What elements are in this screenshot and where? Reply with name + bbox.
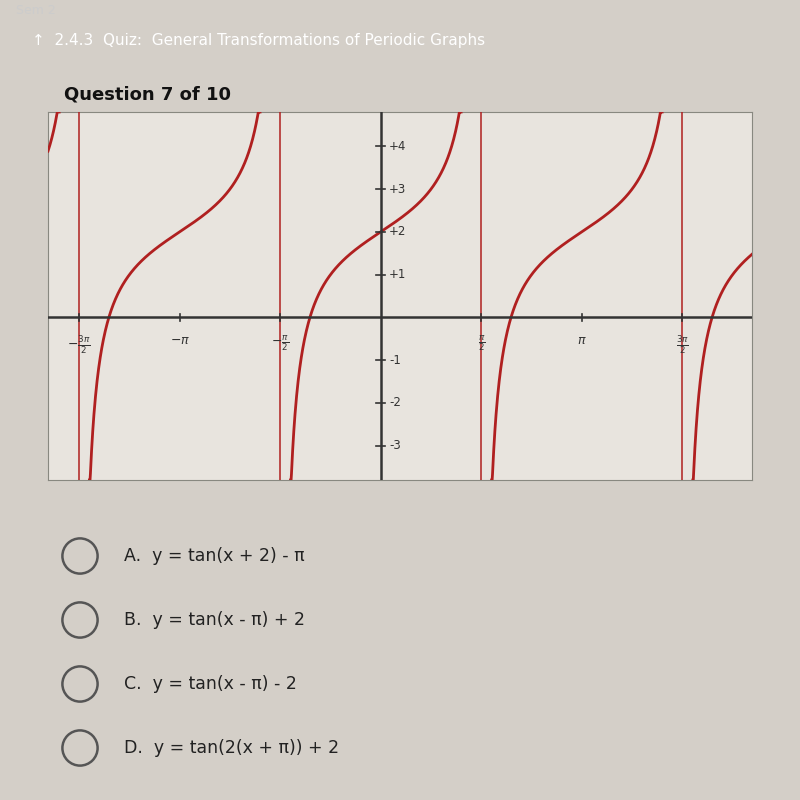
- Text: B.  y = tan(x - π) + 2: B. y = tan(x - π) + 2: [124, 611, 305, 629]
- Text: $\pi$: $\pi$: [577, 334, 586, 346]
- Text: -1: -1: [389, 354, 401, 366]
- Text: Sem 2: Sem 2: [16, 3, 56, 17]
- Text: D.  y = tan(2(x + π)) + 2: D. y = tan(2(x + π)) + 2: [124, 739, 339, 757]
- Text: +4: +4: [389, 140, 406, 153]
- Text: $-\frac{\pi}{2}$: $-\frac{\pi}{2}$: [271, 334, 290, 353]
- Text: A.  y = tan(x + 2) - π: A. y = tan(x + 2) - π: [124, 547, 305, 565]
- Text: Question 7 of 10: Question 7 of 10: [64, 86, 231, 104]
- Text: $-\frac{3\pi}{2}$: $-\frac{3\pi}{2}$: [67, 334, 91, 355]
- Text: ↑  2.4.3  Quiz:  General Transformations of Periodic Graphs: ↑ 2.4.3 Quiz: General Transformations of…: [32, 33, 485, 47]
- Text: Choose the function whose graph is given by:: Choose the function whose graph is given…: [64, 130, 430, 146]
- Text: -3: -3: [389, 439, 401, 452]
- Text: $\frac{\pi}{2}$: $\frac{\pi}{2}$: [478, 334, 485, 353]
- Text: $\frac{3\pi}{2}$: $\frac{3\pi}{2}$: [676, 334, 689, 355]
- Text: -2: -2: [389, 397, 401, 410]
- Text: +2: +2: [389, 226, 406, 238]
- Text: +1: +1: [389, 268, 406, 281]
- Text: C.  y = tan(x - π) - 2: C. y = tan(x - π) - 2: [124, 675, 297, 693]
- Text: +3: +3: [389, 182, 406, 195]
- Text: $-\pi$: $-\pi$: [170, 334, 190, 346]
